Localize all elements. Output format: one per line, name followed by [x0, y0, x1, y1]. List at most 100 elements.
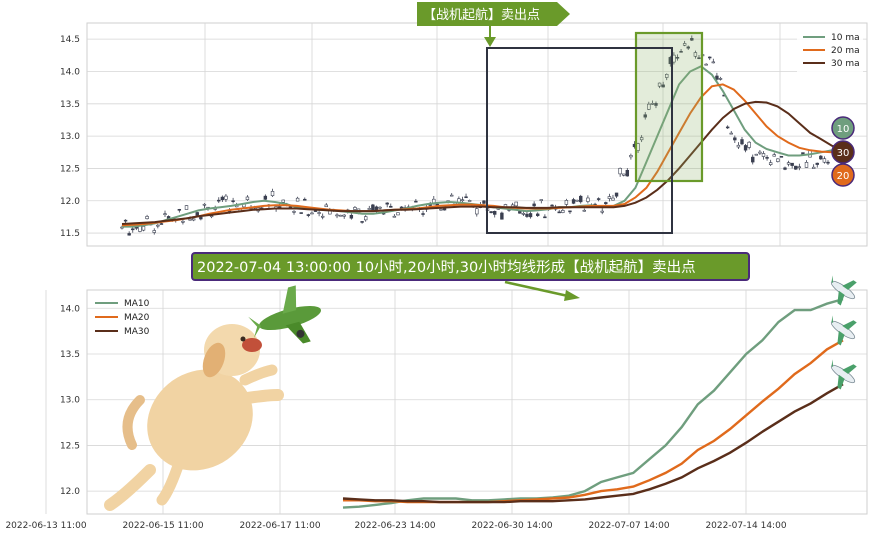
badge-10 [831, 116, 855, 140]
candle-body [385, 202, 389, 205]
candle-body [292, 211, 296, 213]
candle-body [604, 202, 608, 205]
candle-body [475, 208, 479, 215]
candle-body [543, 216, 547, 219]
candle-body [270, 191, 275, 197]
candle-body [611, 197, 615, 201]
candle-body [797, 166, 802, 169]
candle-body [217, 199, 221, 202]
candle-body [349, 214, 354, 219]
candle-body [324, 204, 328, 208]
candle-body [561, 210, 565, 213]
candle-body [163, 213, 167, 215]
candle-body [629, 155, 633, 158]
candle-body [740, 139, 744, 145]
candle-body [768, 162, 773, 165]
candle-body [729, 132, 733, 135]
candle-body [679, 51, 683, 53]
candle-body [622, 173, 626, 176]
bottom-y-axis: 12.0 12.5 13.0 13.5 14.0 [60, 304, 80, 497]
bottom-xtick-label: 2022-06-15 11:00 [122, 521, 203, 531]
candle-body [711, 61, 716, 64]
candle-body [482, 200, 486, 204]
legend-label-ma10: MA10 [124, 299, 150, 309]
candle-body [263, 195, 268, 200]
bottom-xtick-label: 2022-06-30 14:00 [471, 521, 552, 531]
candle-body [521, 213, 526, 215]
candle-body [303, 198, 307, 201]
candle-body [582, 209, 587, 212]
top-line-30ma [121, 100, 844, 225]
bottom-legend: MA10 MA20 MA30 [95, 299, 150, 337]
candle-body [310, 212, 314, 215]
candle-body [661, 84, 665, 88]
candle-body [682, 43, 687, 46]
ma-badges: 10 30 20 [831, 116, 855, 187]
candle-body [675, 56, 680, 59]
candle-body [772, 154, 776, 157]
candle-body [822, 158, 827, 163]
signal-zoom-box [486, 47, 673, 234]
candle-body [600, 210, 604, 213]
candle-body [693, 52, 698, 57]
candle-body [758, 151, 762, 154]
candle-body [733, 137, 737, 141]
bottom-line-ma10 [342, 297, 844, 509]
candle-body [575, 199, 579, 202]
candle-body [127, 233, 131, 236]
candle-body [783, 167, 787, 170]
candle-body [794, 165, 798, 170]
candle-body [414, 200, 418, 203]
bottom-line-ma30 [342, 383, 844, 504]
dog-illustration [104, 324, 284, 511]
candle-body [396, 212, 400, 216]
candle-body [614, 192, 619, 197]
candle-body [625, 169, 630, 177]
top-ytick-label: 13.0 [60, 132, 80, 142]
candle-body [751, 156, 755, 163]
candle-body [819, 155, 823, 160]
bottom-ytick-label: 13.0 [60, 396, 80, 406]
top-ytick-label: 12.5 [60, 164, 80, 174]
candle-body [317, 212, 321, 214]
candle-body [765, 157, 769, 159]
candle-body [464, 196, 468, 199]
top-ytick-label: 12.0 [60, 197, 80, 207]
candle-body [718, 78, 723, 80]
candle-body [650, 103, 655, 105]
candle-body [338, 214, 343, 217]
bottom-ytick-label: 12.0 [60, 487, 80, 497]
candle-body [779, 156, 784, 158]
legend-label-30ma: 30 ma [831, 59, 860, 69]
candle-body [202, 203, 207, 206]
candle-body [686, 46, 690, 49]
candle-body [708, 56, 712, 59]
candle-body [493, 211, 497, 215]
candle-body [754, 153, 759, 156]
candle-body [500, 212, 504, 220]
signal-banner-text: 2022-07-04 13:00:00 10小时,20小时,30小时均线形成【战… [197, 259, 696, 276]
candle-body [342, 214, 346, 217]
badge-30 [831, 140, 855, 164]
candle-body [199, 216, 203, 220]
candle-body [421, 213, 425, 215]
top-legend: 10 ma 20 ma 30 ma [797, 28, 863, 74]
candle-body [518, 211, 522, 214]
top-line-20ma [121, 83, 843, 227]
candle-body [596, 198, 601, 200]
candle-body [389, 205, 393, 208]
candle-body [177, 209, 182, 211]
legend-label-ma20: MA20 [124, 313, 150, 323]
bottom-ytick-label: 14.0 [60, 304, 80, 314]
bottom-xtick-label: 2022-06-23 14:00 [354, 521, 435, 531]
candle-body [568, 210, 572, 213]
badge-30-label: 30 [837, 148, 850, 159]
candle-body [367, 208, 371, 210]
badge-20 [831, 163, 855, 187]
candle-body [704, 63, 708, 66]
candle-body [378, 206, 382, 209]
candle-body [245, 196, 250, 200]
candle-body [690, 38, 694, 41]
candle-body [697, 57, 701, 59]
bottom-ma-lines [342, 297, 844, 509]
